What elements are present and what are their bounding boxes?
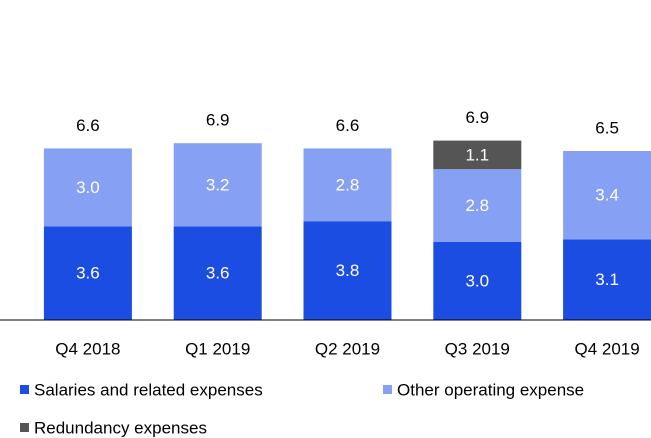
bar-segment xyxy=(433,140,522,170)
value-label: 3.6 xyxy=(206,264,230,283)
legend-label: Salaries and related expenses xyxy=(34,380,263,399)
legend-label: Other operating expense xyxy=(397,380,584,399)
value-label: 3.4 xyxy=(595,186,619,205)
value-label: 2.8 xyxy=(336,175,360,194)
bar-segment xyxy=(173,143,262,227)
value-label: 3.1 xyxy=(595,270,619,289)
total-label: 6.5 xyxy=(595,118,619,137)
bar-segment xyxy=(433,169,522,242)
bar-segment xyxy=(303,221,392,320)
legend-swatch xyxy=(383,385,392,394)
legend-label: Redundancy expenses xyxy=(34,418,207,437)
bar-segment xyxy=(563,239,651,320)
total-label: 6.9 xyxy=(206,111,230,130)
bar-segment xyxy=(43,226,132,320)
x-tick-label: Q4 2019 xyxy=(574,339,639,358)
bar-segment xyxy=(43,148,132,227)
total-label: 6.9 xyxy=(465,108,489,127)
bar-segment xyxy=(563,151,651,240)
bar-segment xyxy=(303,148,392,222)
total-label: 6.6 xyxy=(76,116,100,135)
x-tick-label: Q1 2019 xyxy=(185,339,250,358)
legend-swatch xyxy=(20,423,29,432)
total-label: 6.6 xyxy=(336,116,360,135)
value-label: 1.1 xyxy=(465,145,489,164)
value-label: 3.0 xyxy=(465,271,489,290)
value-label: 3.8 xyxy=(336,261,360,280)
bar-segment xyxy=(433,242,522,320)
value-label: 3.0 xyxy=(76,178,100,197)
x-tick-label: Q2 2019 xyxy=(315,339,380,358)
value-label: 3.2 xyxy=(206,175,230,194)
x-tick-label: Q4 2018 xyxy=(55,339,120,358)
value-label: 3.6 xyxy=(76,264,100,283)
legend-swatch xyxy=(20,385,29,394)
bar-segment xyxy=(173,226,262,320)
value-label: 2.8 xyxy=(465,196,489,215)
x-tick-label: Q3 2019 xyxy=(445,339,510,358)
